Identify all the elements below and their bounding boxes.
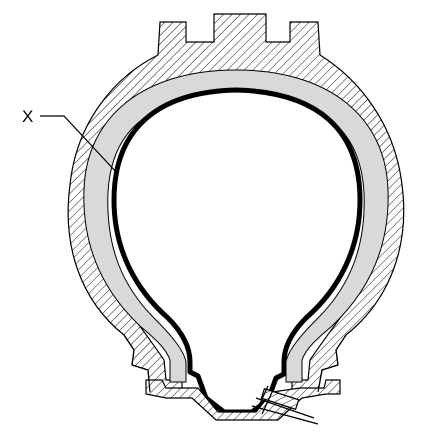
rim-outline	[123, 334, 347, 393]
callout-label: X	[22, 107, 33, 126]
valve-stem	[251, 385, 319, 425]
wheel-rim	[145, 379, 341, 421]
callout-leader-line	[40, 115, 119, 175]
